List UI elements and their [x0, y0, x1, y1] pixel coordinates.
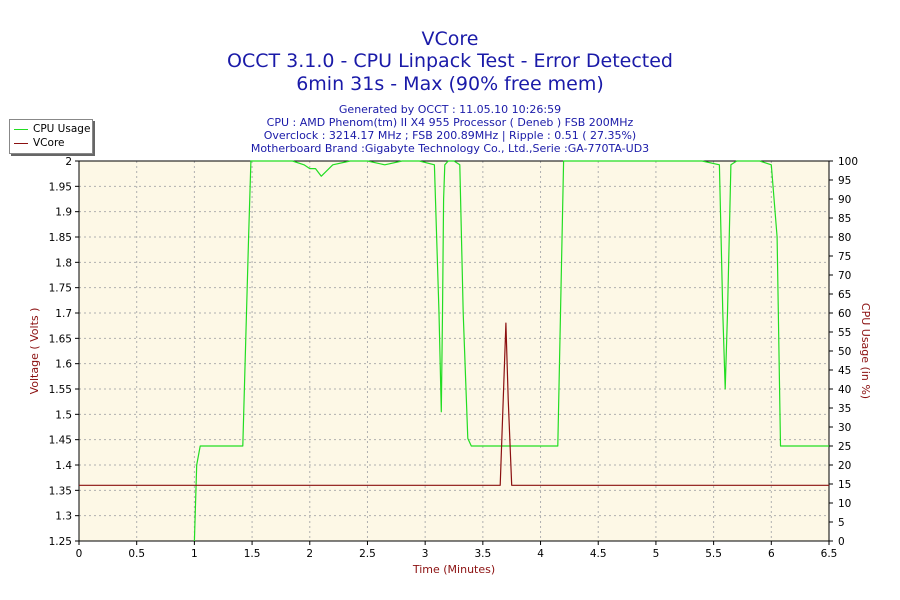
chart-subtitle-duration: 6min 31s - Max (90% free mem): [296, 73, 604, 95]
y-tick-label: 1.65: [49, 333, 72, 345]
y2-tick-label: 0: [838, 536, 845, 548]
x-tick-label: 4: [537, 548, 544, 560]
y-tick-label: 1.4: [55, 460, 72, 472]
y2-tick-label: 80: [838, 232, 851, 244]
legend-item-vcore: VCore: [14, 136, 65, 150]
y2-tick-label: 70: [838, 270, 851, 282]
chart-subtitle-test: OCCT 3.1.0 - CPU Linpack Test - Error De…: [227, 50, 673, 72]
y-tick-label: 1.5: [55, 409, 72, 421]
x-tick-label: 3.5: [474, 548, 491, 560]
y-tick-label: 1.45: [49, 435, 72, 447]
y-axis-label: Voltage ( Volts ): [28, 308, 41, 395]
legend-label-vcore: VCore: [33, 137, 65, 149]
x-tick-label: 5: [653, 548, 660, 560]
legend-swatch-cpu-usage: [14, 128, 28, 130]
y2-tick-label: 95: [838, 175, 851, 187]
y2-tick-label: 90: [838, 194, 851, 206]
y2-tick-label: 45: [838, 365, 851, 377]
y2-tick-label: 65: [838, 289, 851, 301]
x-tick-label: 3: [422, 548, 429, 560]
info-generated: Generated by OCCT : 11.05.10 10:26:59: [338, 103, 562, 116]
y2-tick-label: 20: [838, 460, 851, 472]
y-tick-label: 1.6: [55, 359, 72, 371]
series-line-cpu-usage: [193, 160, 829, 542]
x-tick-label: 0.5: [128, 548, 145, 560]
y-tick-label: 1.25: [49, 536, 72, 548]
x-tick-label: 1: [191, 548, 198, 560]
y-tick-label: 1.75: [49, 283, 72, 295]
x-tick-label: 5.5: [705, 548, 722, 560]
series-line-vcore: [79, 322, 829, 486]
legend-item-cpu-usage: CPU Usage: [14, 122, 90, 136]
info-overclock: Overclock : 3214.17 MHz ; FSB 200.89MHz …: [263, 129, 637, 142]
x-tick-label: 6: [768, 548, 775, 560]
y2-tick-label: 5: [838, 517, 845, 529]
x-axis-label: Time (Minutes): [412, 563, 495, 576]
x-tick-label: 2: [306, 548, 313, 560]
y2-tick-label: 55: [838, 327, 851, 339]
y2-tick-label: 60: [838, 308, 851, 320]
y-tick-label: 1.3: [55, 511, 72, 523]
y2-tick-label: 50: [838, 346, 851, 358]
legend-swatch-vcore: [14, 142, 28, 144]
y2-tick-label: 30: [838, 422, 851, 434]
y-tick-label: 1.95: [49, 181, 72, 193]
y-tick-label: 1.35: [49, 485, 72, 497]
x-tick-label: 6.5: [821, 548, 838, 560]
y2-tick-label: 15: [838, 479, 851, 491]
y-tick-label: 1.9: [55, 207, 72, 219]
info-motherboard: Motherboard Brand :Gigabyte Technology C…: [250, 142, 650, 155]
plot-background: [79, 161, 829, 541]
y2-tick-label: 25: [838, 441, 851, 453]
y2-tick-label: 100: [838, 156, 858, 168]
x-tick-label: 1.5: [244, 548, 261, 560]
x-tick-label: 4.5: [590, 548, 607, 560]
y2-axis-label: CPU Usage (in %): [859, 303, 872, 399]
y-tick-label: 1.85: [49, 232, 72, 244]
y2-tick-label: 40: [838, 384, 851, 396]
info-cpu: CPU : AMD Phenom(tm) II X4 955 Processor…: [266, 116, 634, 129]
y2-tick-label: 10: [838, 498, 851, 510]
y-tick-label: 1.55: [49, 384, 72, 396]
y-tick-label: 2: [65, 156, 72, 168]
x-tick-label: 2.5: [359, 548, 376, 560]
y2-tick-label: 75: [838, 251, 851, 263]
y-tick-label: 1.8: [55, 257, 72, 269]
legend-label-cpu-usage: CPU Usage: [33, 123, 91, 135]
chart-legend: CPU Usage VCore: [9, 119, 93, 154]
y-tick-label: 1.7: [55, 308, 72, 320]
y2-tick-label: 35: [838, 403, 851, 415]
x-tick-label: 0: [76, 548, 83, 560]
chart-title: VCore: [421, 28, 479, 50]
y2-tick-label: 85: [838, 213, 851, 225]
